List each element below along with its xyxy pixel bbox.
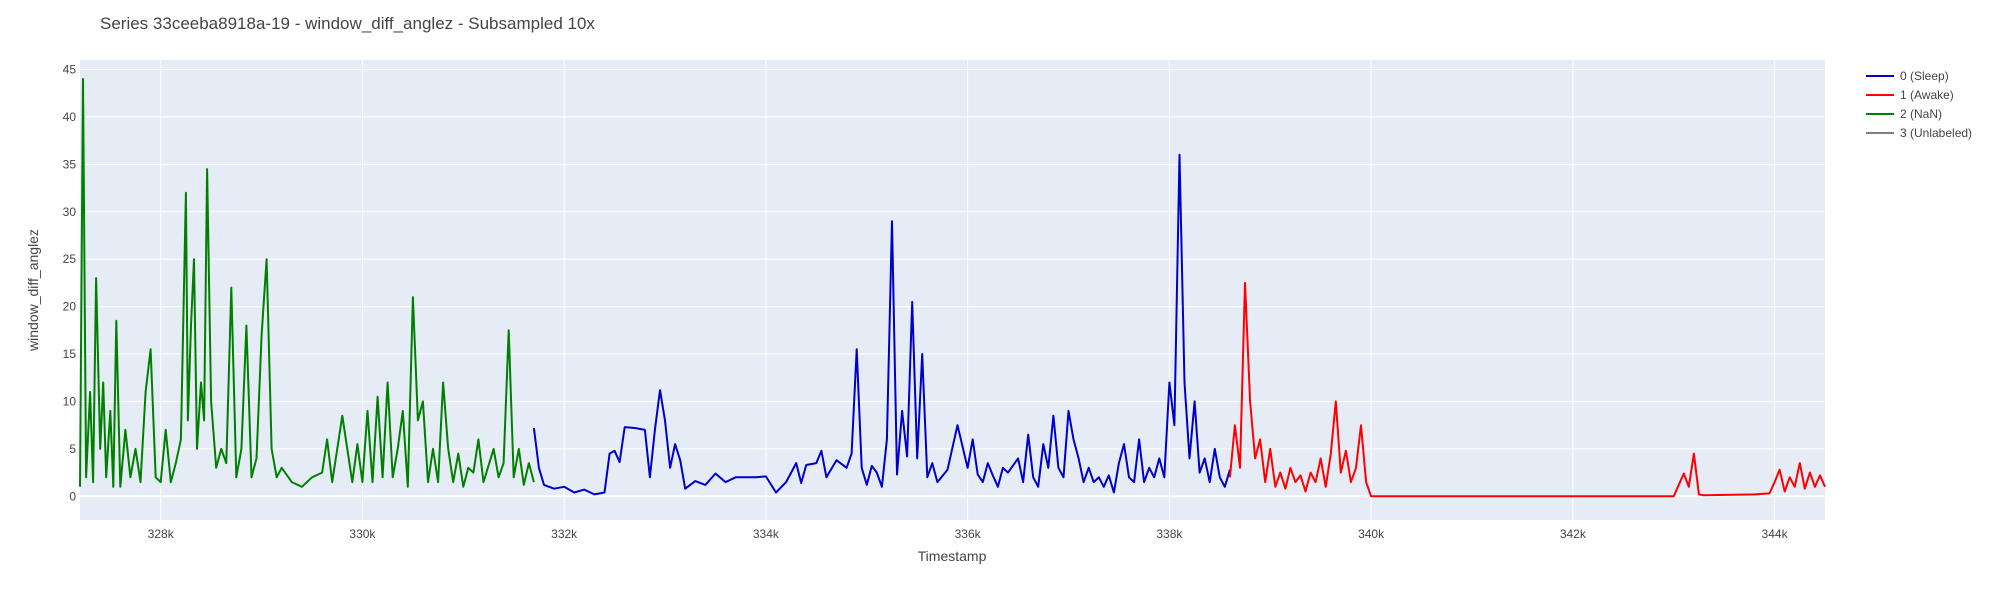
legend-swatch: [1866, 74, 1894, 77]
x-tick-label: 344k: [1762, 527, 1789, 541]
legend-label: 0 (Sleep): [1900, 68, 1949, 83]
y-tick-label: 30: [63, 205, 77, 219]
x-tick-label: 340k: [1358, 527, 1385, 541]
x-tick-label: 334k: [753, 527, 780, 541]
legend-label: 3 (Unlabeled): [1900, 125, 1973, 140]
legend-swatch: [1866, 131, 1894, 134]
y-tick-label: 10: [63, 394, 77, 408]
x-tick-label: 342k: [1560, 527, 1587, 541]
y-tick-label: 35: [63, 157, 77, 171]
legend-label: 1 (Awake): [1900, 87, 1954, 102]
series-line-0-sleep: [532, 153, 1231, 496]
x-tick-label: 330k: [349, 527, 376, 541]
legend-item-0-sleep[interactable]: 0 (Sleep): [1866, 66, 1972, 85]
x-tick-label: 336k: [955, 527, 982, 541]
legend-swatch: [1866, 93, 1894, 96]
series-lines: [79, 78, 1826, 498]
y-tick-label: 15: [63, 347, 77, 361]
legend-item-3-unlabeled[interactable]: 3 (Unlabeled): [1866, 123, 1972, 142]
legend-label: 2 (NaN): [1900, 106, 1943, 121]
y-tick-label: 5: [69, 442, 76, 456]
legend-item-2-nan[interactable]: 2 (NaN): [1866, 104, 1972, 123]
y-tick-label: 40: [63, 110, 77, 124]
y-tick-label: 20: [63, 300, 77, 314]
x-tick-label: 332k: [551, 527, 578, 541]
x-tick-label: 328k: [148, 527, 175, 541]
y-tick-label: 0: [69, 489, 76, 503]
series-line-2-nan: [79, 78, 535, 488]
y-tick-label: 45: [63, 62, 77, 76]
chart-title: Series 33ceeba8918a-19 - window_diff_ang…: [100, 14, 595, 33]
legend[interactable]: 0 (Sleep) 1 (Awake) 2 (NaN) 3 (Unlabeled): [1866, 66, 1972, 142]
gridlines: [80, 60, 1825, 520]
y-axis-title: window_diff_anglez: [25, 229, 41, 352]
legend-swatch: [1866, 112, 1894, 115]
x-tick-label: 338k: [1156, 527, 1183, 541]
x-axis-title: Timestamp: [918, 548, 987, 564]
series-line-1-awake: [1228, 281, 1826, 498]
y-tick-label: 25: [63, 252, 77, 266]
legend-item-1-awake[interactable]: 1 (Awake): [1866, 85, 1972, 104]
axis-ticks: 328k 330k 332k 334k 336k 338k 340k 342k 344k 0 5 10…: [63, 62, 1789, 541]
